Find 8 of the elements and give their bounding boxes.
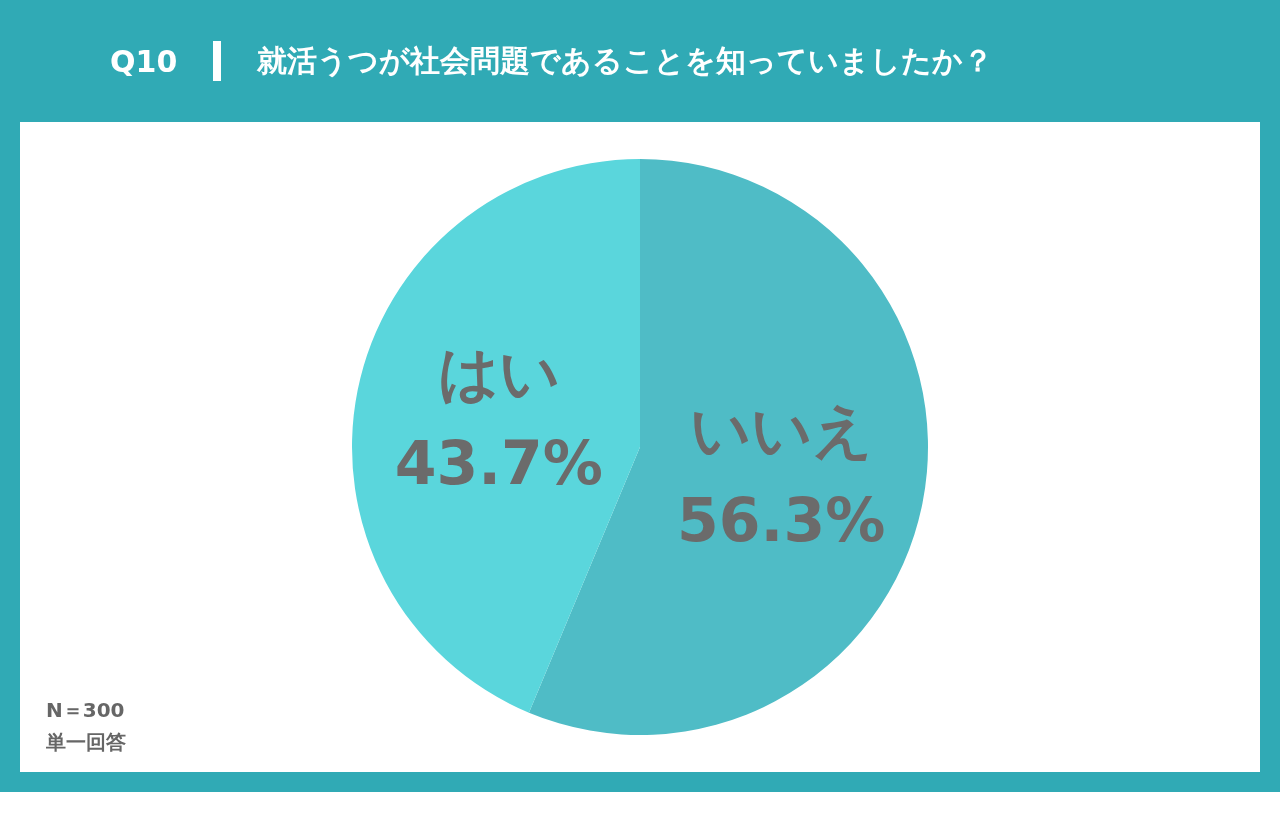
data-label: 43.7% (394, 428, 603, 499)
text: 単一回答 (46, 729, 126, 756)
slice-label: いいえ (689, 394, 873, 465)
chart-title: Q10 (110, 43, 178, 79)
data-label: 56.3% (677, 484, 886, 555)
chart-subtitle: 就活うつが社会問題であることを知っていましたか？ (257, 41, 994, 80)
slice-label: はい (437, 338, 560, 409)
text: N＝300 (46, 697, 126, 724)
